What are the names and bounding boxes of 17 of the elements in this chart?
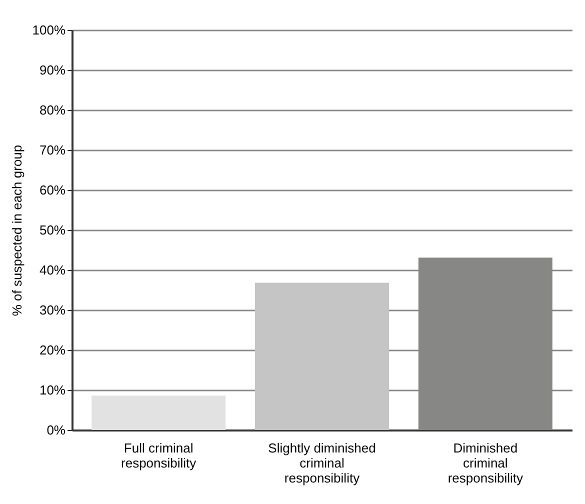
x-tick-label: Diminished criminal responsibility: [448, 440, 524, 486]
x-tick-label: Full criminal responsibility: [121, 440, 197, 470]
y-tick-label: 80%: [39, 102, 66, 118]
y-tick-label: 100%: [32, 22, 66, 38]
y-tick-label: 70%: [39, 142, 66, 158]
y-tick-label: 20%: [39, 342, 66, 358]
y-axis-title: % of suspected in each group: [9, 144, 24, 316]
y-tick-label: 90%: [39, 62, 66, 78]
x-tick-label: Slightly diminished criminal responsibility: [268, 440, 376, 486]
y-tick-label: 30%: [39, 302, 66, 318]
y-tick-label: 40%: [39, 262, 66, 278]
bar: [255, 282, 389, 430]
y-tick-label: 50%: [39, 222, 66, 238]
y-tick-label: 60%: [39, 182, 66, 198]
y-tick-label: 0%: [46, 422, 66, 438]
y-tick-label: 10%: [39, 382, 66, 398]
bar: [92, 396, 226, 430]
